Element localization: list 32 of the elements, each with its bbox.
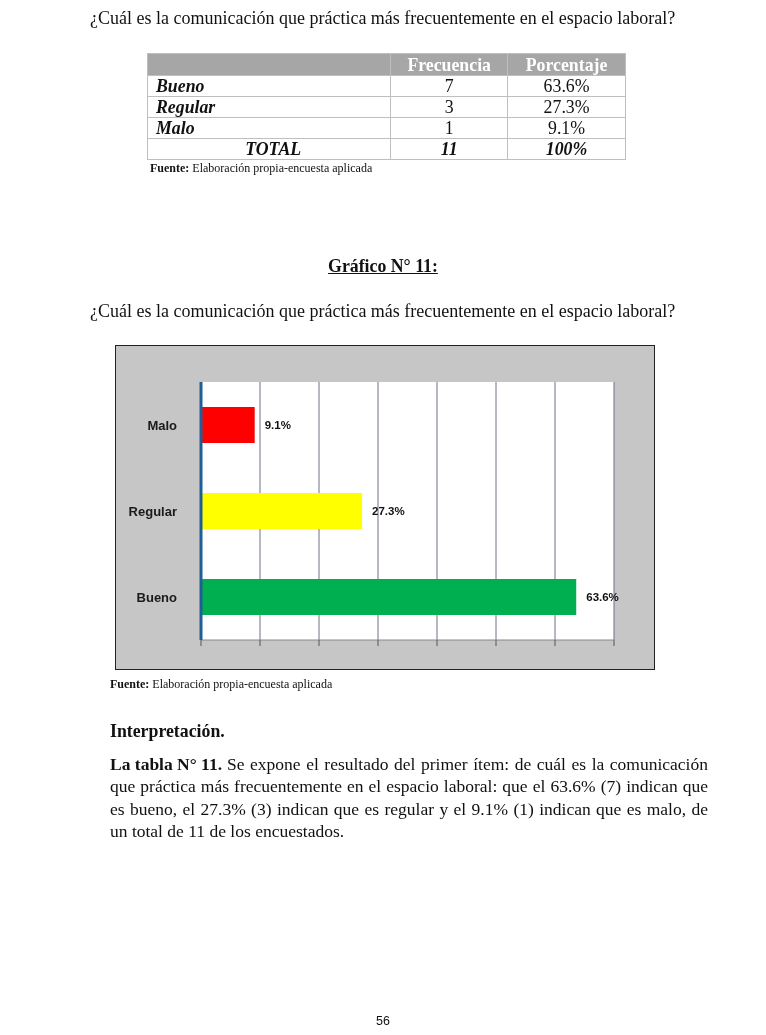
- y-tick-label: Malo: [147, 417, 178, 433]
- data-label: 63.6%: [586, 591, 619, 604]
- text: TOTAL: [245, 139, 302, 159]
- chart-title: Gráfico N° 11:: [328, 256, 438, 276]
- source-note: Fuente: Elaboración propia-encuesta aplicada: [150, 161, 373, 175]
- text: 100%: [545, 139, 588, 159]
- text: Se expone el resultado del primer ítem: de cuál es la comunicación: [227, 754, 708, 774]
- text: es bueno, el 27.3% (3) indican que es regular y el 9.1% (1) indican que es malo, de: [110, 798, 708, 819]
- text: 11: [440, 139, 458, 159]
- text: 9.1%: [548, 118, 586, 138]
- text: ¿Cuál es la comunicación que práctica más frecuentemente en el espacio laboral?: [90, 8, 676, 28]
- text: 63.6%: [543, 76, 590, 96]
- text: Bueno: [156, 76, 205, 96]
- text: 3: [444, 97, 454, 117]
- text: La tabla N° 11.: [110, 754, 223, 774]
- source-note: Fuente: Elaboración propia-encuesta aplicada: [110, 677, 333, 691]
- text: Regular: [156, 97, 216, 117]
- text: Frecuencia: [407, 54, 491, 75]
- text: Porcentaje: [525, 54, 608, 75]
- text: Interpretación.: [110, 721, 225, 741]
- text: Malo: [156, 118, 195, 138]
- text: 27.3%: [543, 97, 590, 117]
- text: que práctica más frecuentemente en el espacio laboral: que el 63.6% (7) indican que: [110, 776, 708, 797]
- chart-subtitle: ¿Cuál es la comunicación que práctica más frecuentemente en el espacio laboral?: [90, 301, 676, 321]
- text: un total de 11 de los encuestados.: [110, 821, 345, 842]
- y-tick-label: Bueno: [136, 589, 178, 605]
- text: 56: [376, 1014, 390, 1028]
- text: 1: [444, 118, 454, 138]
- data-label: 27.3%: [372, 505, 405, 518]
- data-label: 9.1%: [264, 419, 291, 432]
- text: 7: [444, 76, 454, 96]
- y-tick-label: Regular: [128, 503, 177, 519]
